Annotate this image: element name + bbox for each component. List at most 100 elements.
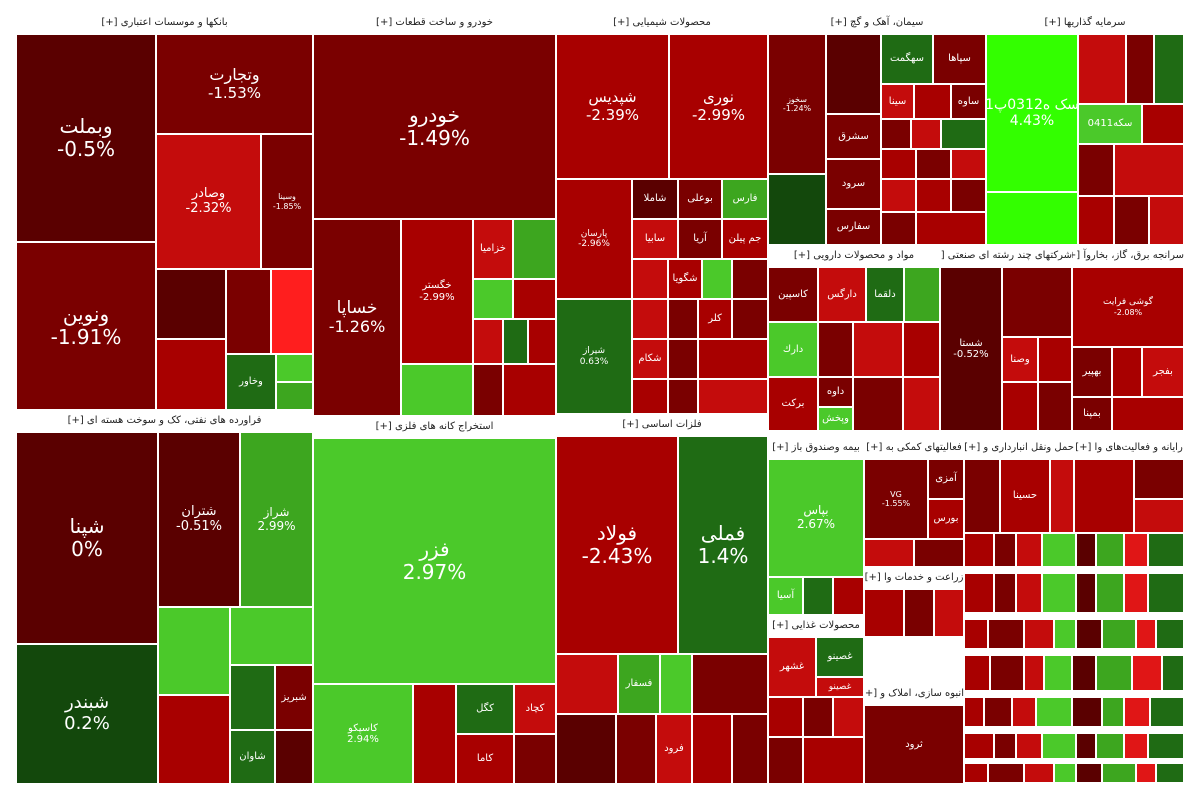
stock-tile[interactable]: بهپیر (1072, 347, 1112, 397)
stock-tile[interactable] (914, 539, 964, 567)
stock-tile[interactable]: برکت (768, 377, 818, 431)
stock-tile[interactable]: خزامیا (473, 219, 513, 279)
stock-tile[interactable]: سک ه0312پ1 4.43% (986, 34, 1078, 192)
stock-tile[interactable]: سینا (881, 84, 914, 119)
small-tile[interactable] (990, 655, 1024, 691)
stock-tile[interactable]: شاوان (230, 730, 275, 784)
stock-tile[interactable] (1114, 144, 1184, 196)
sector-header[interactable]: فلزات اساسی [+] (556, 414, 768, 436)
small-tile[interactable] (984, 697, 1012, 727)
small-tile[interactable] (964, 573, 994, 613)
stock-tile[interactable]: نوری -2.99% (669, 34, 768, 179)
sector-header[interactable]: شرکتهای چند رشته ای صنعتی [+] (940, 245, 1072, 267)
stock-tile[interactable]: کچاد (514, 684, 556, 734)
stock-tile[interactable] (156, 269, 226, 339)
stock-tile[interactable] (833, 697, 864, 737)
small-tile[interactable] (1102, 763, 1136, 783)
stock-tile[interactable] (881, 212, 916, 245)
stock-tile[interactable]: کاسپین (768, 267, 818, 322)
stock-tile[interactable] (916, 149, 951, 179)
stock-tile[interactable]: بوعلی (678, 179, 722, 219)
stock-tile[interactable] (271, 269, 313, 354)
stock-tile[interactable]: غصینو (816, 677, 864, 697)
stock-tile[interactable]: سخوز -1.24% (768, 34, 826, 174)
small-tile[interactable] (1148, 573, 1184, 613)
small-tile[interactable] (1036, 697, 1072, 727)
small-tile[interactable] (1150, 697, 1184, 727)
small-tile[interactable] (1072, 655, 1096, 691)
stock-tile[interactable] (692, 654, 768, 714)
small-tile[interactable] (1096, 655, 1132, 691)
small-tile[interactable] (1076, 619, 1102, 649)
stock-tile[interactable]: وسینا -1.85% (261, 134, 313, 269)
small-tile[interactable] (1162, 655, 1184, 691)
small-tile[interactable] (1102, 619, 1136, 649)
stock-tile[interactable] (698, 379, 768, 414)
stock-tile[interactable] (916, 179, 951, 212)
small-tile[interactable] (1124, 573, 1148, 613)
sector-header[interactable]: سیمان، آهک و گچ [+] (768, 12, 986, 34)
stock-tile[interactable] (513, 219, 556, 279)
sector-header[interactable]: سرمایه گذاریها [+] (986, 12, 1184, 34)
stock-tile[interactable] (1078, 196, 1114, 245)
small-tile[interactable] (1096, 733, 1124, 759)
stock-tile[interactable]: غصینو (816, 637, 864, 677)
small-tile[interactable] (1024, 655, 1044, 691)
stock-tile[interactable]: شگویا (668, 259, 702, 299)
small-tile[interactable] (1156, 619, 1184, 649)
stock-tile[interactable] (803, 737, 864, 784)
stock-tile[interactable]: دارك (768, 322, 818, 377)
stock-tile[interactable]: کاما (456, 734, 514, 784)
stock-tile[interactable] (1002, 382, 1038, 431)
stock-tile[interactable]: فارس (722, 179, 768, 219)
small-tile[interactable] (1076, 533, 1096, 567)
stock-tile[interactable]: غشهر (768, 637, 816, 697)
sector-header[interactable]: بیمه وصندوق باز [+] (768, 437, 864, 459)
stock-tile[interactable]: شپدیس -2.39% (556, 34, 669, 179)
stock-tile[interactable] (732, 299, 768, 339)
stock-tile[interactable] (660, 654, 692, 714)
stock-tile[interactable] (964, 459, 1000, 533)
stock-tile[interactable] (881, 149, 916, 179)
stock-tile[interactable]: داوه (818, 377, 853, 407)
stock-tile[interactable] (1142, 104, 1184, 144)
small-tile[interactable] (964, 733, 994, 759)
stock-tile[interactable]: سکه0411 (1078, 104, 1142, 144)
small-tile[interactable] (1042, 533, 1076, 567)
stock-tile[interactable] (401, 364, 473, 416)
small-tile[interactable] (1076, 733, 1096, 759)
stock-tile[interactable] (986, 192, 1078, 245)
stock-tile[interactable] (1112, 347, 1142, 397)
stock-tile[interactable]: وصنا (1002, 337, 1038, 382)
stock-tile[interactable] (632, 259, 668, 299)
stock-tile[interactable] (632, 379, 668, 414)
stock-tile[interactable]: فرود (656, 714, 692, 784)
stock-tile[interactable] (1134, 459, 1184, 499)
stock-tile[interactable]: شستا -0.52% (940, 267, 1002, 431)
stock-tile[interactable]: آسیا (768, 577, 803, 615)
stock-tile[interactable] (226, 269, 271, 354)
stock-tile[interactable]: فولاد -2.43% (556, 436, 678, 654)
small-tile[interactable] (1136, 763, 1156, 783)
stock-tile[interactable] (818, 322, 853, 377)
stock-tile[interactable]: سپاها (933, 34, 986, 84)
stock-tile[interactable] (941, 119, 986, 149)
stock-tile[interactable] (276, 382, 313, 410)
small-tile[interactable] (1012, 697, 1036, 727)
stock-tile[interactable] (903, 377, 940, 431)
stock-tile[interactable] (513, 279, 556, 319)
stock-tile[interactable] (668, 339, 698, 379)
stock-tile[interactable] (503, 364, 556, 416)
stock-tile[interactable]: وبملت -0.5% (16, 34, 156, 242)
stock-tile[interactable]: VG -1.55% (864, 459, 928, 539)
stock-tile[interactable] (473, 364, 503, 416)
stock-tile[interactable] (473, 279, 513, 319)
stock-tile[interactable]: بمپنا (1072, 397, 1112, 431)
small-tile[interactable] (1044, 655, 1072, 691)
stock-tile[interactable] (158, 695, 230, 784)
stock-tile[interactable] (276, 354, 313, 382)
small-tile[interactable] (1136, 619, 1156, 649)
stock-tile[interactable] (768, 737, 803, 784)
small-tile[interactable] (1102, 697, 1124, 727)
small-tile[interactable] (1054, 619, 1076, 649)
